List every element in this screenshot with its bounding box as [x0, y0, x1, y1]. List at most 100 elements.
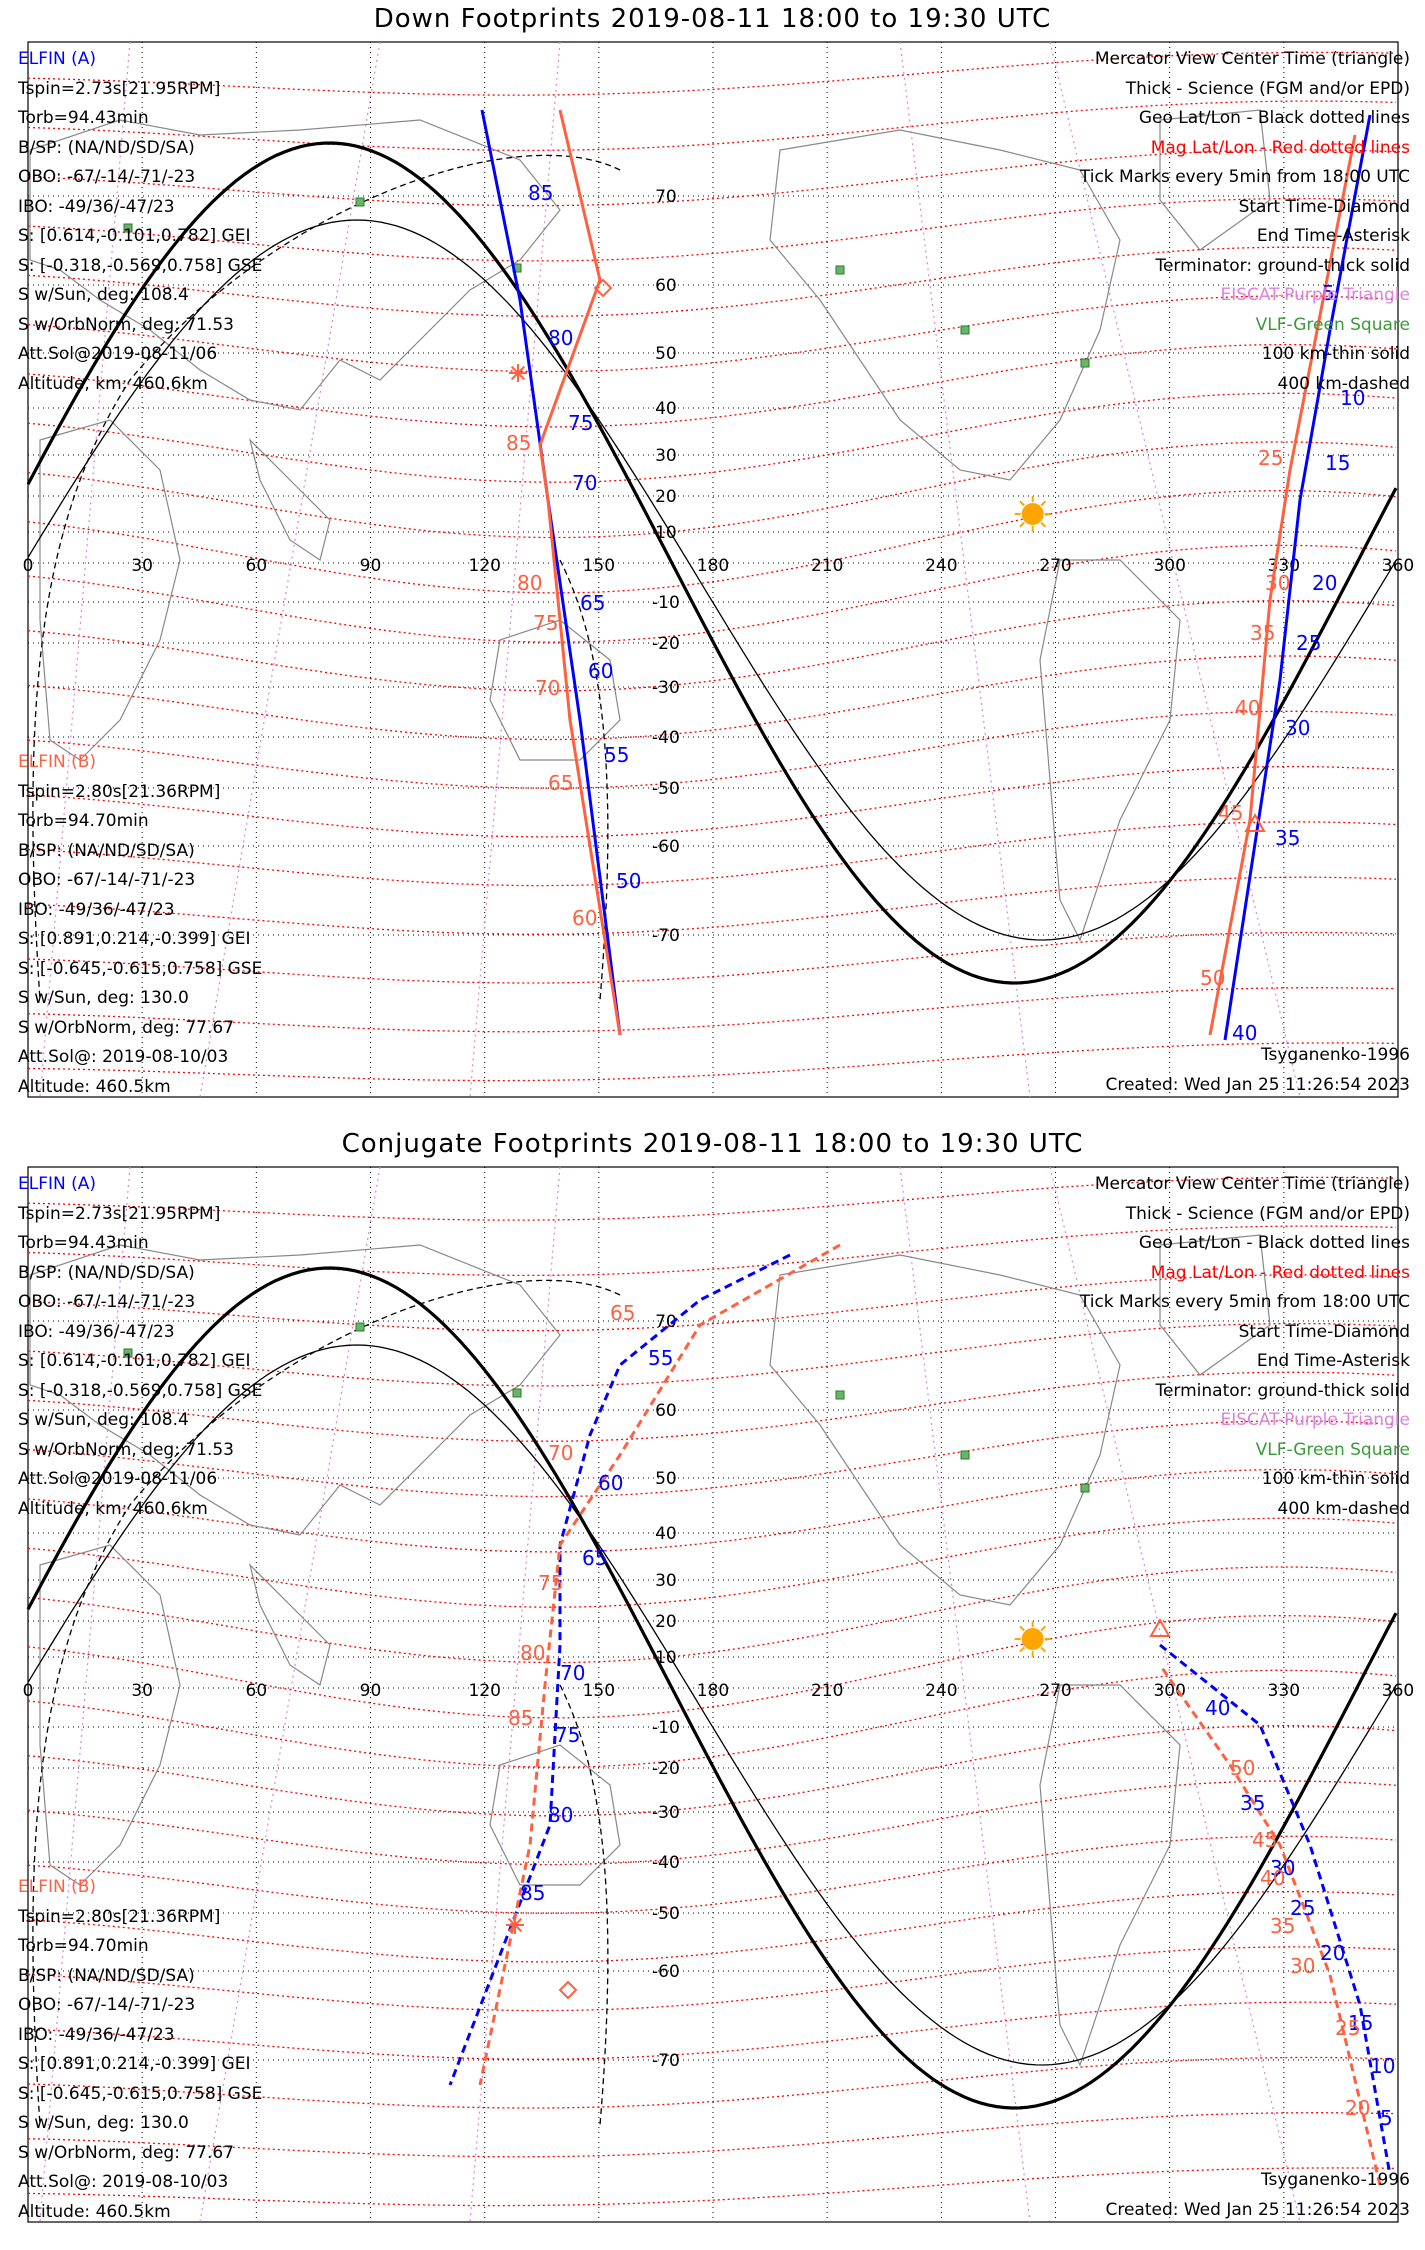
info-line: S w/OrbNorm, deg: 77.67: [18, 2142, 235, 2163]
legend-item: Mag Lat/Lon - Red dotted lines: [1150, 1262, 1410, 1283]
lat-tick-label: -50: [652, 1904, 680, 1924]
info-line: S: [-0.645,-0.615,0.758] GSE: [18, 958, 263, 979]
lat-tick-label: -70: [652, 926, 680, 946]
elfin-a-tick-label: 65: [580, 591, 605, 615]
lat-tick-label: 70: [655, 187, 677, 207]
elfin-a-tick-label: 15: [1325, 451, 1350, 475]
info-line: Att.Sol@2019-08-11/06: [18, 1469, 218, 1489]
legend: Mercator View Center Time (triangle) Thi…: [1080, 1170, 1410, 1524]
legend-item: End Time-Asterisk: [1256, 1351, 1410, 1371]
elfin-b-info: ELFIN (B) Tspin=2.80s[21.36RPM] Torb=94.…: [18, 748, 262, 1102]
coastline: [489, 1744, 621, 1886]
info-line: S: [0.614,-0.101,0.782] GEI: [18, 1351, 251, 1371]
info-line: S w/Sun, deg: 130.0: [18, 2113, 189, 2133]
mag-meridian: [199, 1166, 381, 2223]
info-line: Altitude, km: 460.6km: [18, 373, 208, 394]
lon-tick-label: 240: [925, 556, 957, 576]
info-line: IBO: -49/36/-47/23: [18, 196, 175, 217]
center-triangle-icon: [1244, 812, 1266, 832]
elfin-b-tick-label: 50: [1230, 1756, 1255, 1780]
lat-tick-label: -70: [652, 2051, 680, 2071]
mag-parallel: [27, 876, 1397, 935]
panel-title: Down Footprints 2019-08-11 18:00 to 19:3…: [373, 4, 1052, 34]
elfin-b-tick-label: 25: [1335, 2016, 1360, 2040]
legend-item: Start Time-Diamond: [1238, 1321, 1410, 1342]
info-line: Att.Sol@2019-08-11/06: [18, 344, 218, 364]
elfin-b-tick-label: 40: [1260, 1866, 1285, 1890]
coastline: [1039, 559, 1181, 942]
elfin-b-track: [1158, 1664, 1382, 2186]
elfin-a-tick-label: 35: [1240, 1791, 1265, 1815]
lat-tick-label: -40: [652, 728, 680, 748]
legend-item: End Time-Asterisk: [1256, 226, 1410, 246]
elfin-b-tick-label: 75: [533, 611, 558, 635]
elfin-b-tick-label: 70: [548, 1441, 573, 1465]
lat-tick-label: 60: [655, 276, 677, 296]
vlf-station-icon: [1080, 358, 1090, 368]
sun-icon: [1014, 1621, 1051, 1657]
lon-tick-label: 30: [131, 1681, 153, 1701]
mag-meridian: [469, 1166, 561, 2223]
end-asterisk-icon: [509, 364, 527, 382]
info-line: Torb=94.43min: [18, 108, 149, 128]
coastline: [248, 1563, 331, 1686]
elfin-a-tick-label: 60: [588, 659, 613, 683]
coastline: [1159, 1234, 1271, 1376]
elfin-a-tick-label: 20: [1312, 571, 1337, 595]
elfin-a-info: ELFIN (A) Tspin=2.73s[21.95RPM] Torb=94.…: [18, 45, 262, 399]
mag-meridian: [1049, 41, 1301, 1098]
mag-meridian: [39, 1166, 131, 2223]
mag-parallel: [27, 295, 1397, 373]
info-line: IBO: -49/36/-47/23: [18, 899, 175, 920]
legend-item: Geo Lat/Lon - Black dotted lines: [1138, 108, 1410, 128]
mag-parallel: [27, 1566, 1397, 1664]
elfin-a-tick-label: 25: [1290, 1896, 1315, 1920]
mag-meridian: [1049, 1166, 1301, 2223]
lat-tick-label: -20: [652, 1759, 680, 1779]
info-line: Torb=94.43min: [18, 1233, 149, 1253]
legend-item: EISCAT-Purple Triangle: [1220, 1410, 1410, 1430]
info-line: OBO: -67/-14/-71/-23: [18, 167, 196, 187]
elfin-a-tick-label: 55: [648, 1346, 673, 1370]
terminator-100km: [27, 1344, 1397, 2066]
legend: Mercator View Center Time (triangle) Thi…: [1080, 45, 1410, 399]
vlf-station-icon: [512, 1388, 522, 1398]
elfin-b-tick-label: 70: [535, 676, 560, 700]
lon-tick-label: 360: [1382, 1681, 1414, 1701]
legend-item: Thick - Science (FGM and/or EPD): [1125, 1203, 1410, 1224]
model-label: Tsyganenko-1996: [1260, 1045, 1410, 1065]
mag-parallel: [27, 1780, 1397, 1866]
mag-parallel: [27, 821, 1397, 887]
lat-tick-label: -30: [652, 678, 680, 698]
info-line: S: [0.614,-0.101,0.782] GEI: [18, 226, 251, 246]
legend-item: Terminator: ground-thick solid: [1155, 255, 1410, 276]
mag-parallel: [27, 2001, 1397, 2060]
vlf-station-icon: [355, 1322, 365, 1332]
asterisk-stroke: [507, 1917, 523, 1933]
elfin-a-tick-label: 30: [1285, 716, 1310, 740]
coastline: [769, 129, 1121, 481]
elfin-a-tick-label: 80: [548, 1803, 573, 1827]
info-line: Altitude: 460.5km: [18, 2201, 171, 2222]
info-line: B/SP: (NA/ND/SD/SA): [18, 1965, 195, 1986]
elfin-b-tick-label: 65: [548, 771, 573, 795]
elfin-b-name: ELFIN (B): [18, 752, 97, 772]
mag-parallel: [27, 600, 1397, 692]
mag-parallel: [27, 544, 1397, 643]
lat-tick-label: 40: [655, 1524, 677, 1544]
lat-tick-label: 20: [655, 1612, 677, 1632]
created-label: Created: Wed Jan 25 11:26:54 2023: [1105, 2200, 1410, 2220]
lat-tick-label: 30: [655, 446, 677, 466]
legend-item: EISCAT-Purple Triangle: [1220, 285, 1410, 305]
lat-tick-label: 10: [655, 1648, 677, 1668]
elfin-b-tick-label: 35: [1270, 1914, 1295, 1938]
elfin-b-tick-label: 35: [1250, 621, 1275, 645]
elfin-b-tick-label: 20: [1345, 2096, 1370, 2120]
mag-parallel: [27, 51, 1397, 96]
lat-tick-label: 20: [655, 487, 677, 507]
elfin-a-tick-label: 15: [1348, 2011, 1373, 2035]
lon-tick-label: 120: [468, 1681, 500, 1701]
panel-title: Conjugate Footprints 2019-08-11 18:00 to…: [341, 1129, 1084, 1159]
elfin-a-info: ELFIN (A) Tspin=2.73s[21.95RPM] Torb=94.…: [18, 1170, 262, 1524]
lon-tick-label: 180: [697, 1681, 729, 1701]
